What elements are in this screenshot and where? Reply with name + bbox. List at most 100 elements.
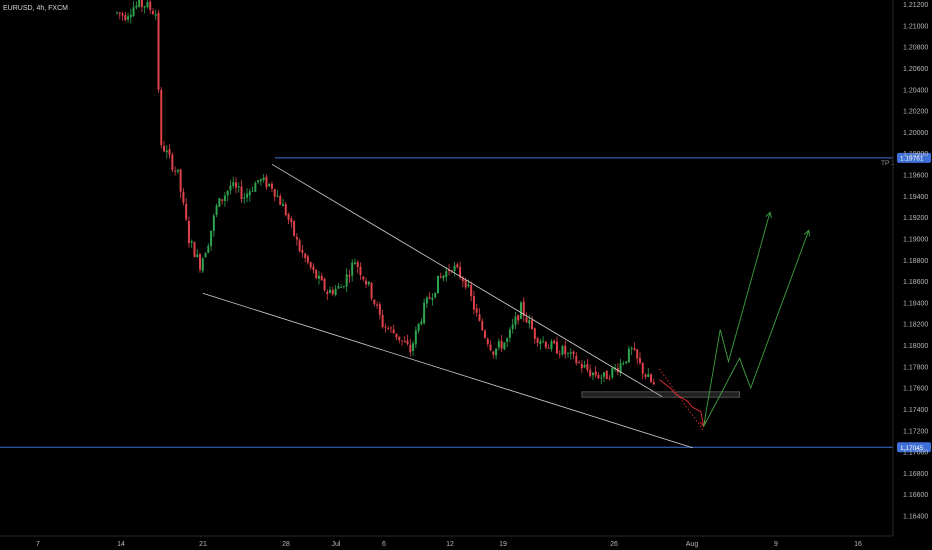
candle [262,173,265,183]
candle [331,286,334,297]
support-zone[interactable] [581,391,740,398]
y-tick-label: 1.19800 [903,151,928,158]
candle [602,372,605,383]
candle [268,183,271,188]
candle [193,241,196,258]
candle [140,0,143,12]
candle [486,337,489,348]
y-tick-label: 1.21000 [903,23,928,30]
candle [589,364,592,378]
candle [417,323,420,334]
channel-upper-trendline[interactable] [271,164,663,397]
candle [196,248,199,258]
channel-lower-trendline[interactable] [202,292,693,449]
x-tick-label: 14 [117,541,125,548]
candle [547,344,550,349]
drawings-layer [202,164,811,449]
y-tick-label: 1.19600 [903,173,928,180]
candle [320,273,323,281]
y-tick-label: 1.20000 [903,130,928,137]
x-tick-label: Aug [686,541,699,548]
y-tick-label: 1.19200 [903,215,928,222]
candle [561,344,564,356]
projection-up-arrowhead-1 [765,211,772,219]
candle [171,152,174,173]
projection-down-path[interactable] [659,379,705,427]
y-tick-label: 1.20200 [903,109,928,116]
candle [223,192,226,207]
candle [229,179,232,195]
candle [517,314,520,325]
candle [569,348,572,360]
candle [151,8,154,15]
candle [246,188,249,203]
y-tick-label: 1.17400 [903,407,928,414]
candle [619,358,622,377]
candle [373,299,376,307]
candle [179,168,182,199]
candle [135,1,138,10]
candle [218,197,221,208]
candle [174,166,177,176]
candle [143,5,146,14]
candle [182,188,185,206]
candle [580,359,583,373]
x-tick-label: 7 [36,541,40,548]
candle [146,0,149,9]
y-tick-label: 1.16400 [903,514,928,521]
y-tick-label: 1.19400 [903,194,928,201]
candle [163,141,166,153]
candle [212,213,215,237]
candle [378,302,381,320]
projection-up-path-2[interactable] [703,230,810,427]
candle [531,315,534,330]
candle [376,301,379,309]
candle [652,378,655,386]
candle [353,258,356,265]
candle [290,216,293,229]
price-axis[interactable]: 1.21200 1.21000 1.20800 1.20600 1.20400 1.202… [903,2,928,521]
candle [511,318,514,334]
y-tick-label: 1.20400 [903,87,928,94]
candle [284,201,287,217]
candle [403,335,406,343]
candle [539,338,542,350]
candle [519,300,522,320]
candle [472,290,475,315]
candle [265,174,268,190]
price-level-value: 1.19761 [900,155,924,162]
y-tick-label: 1.16800 [903,471,928,478]
candle [248,188,251,202]
candle [351,258,354,282]
candle [199,252,202,273]
candle [356,260,359,274]
candle [456,262,459,269]
projection-up-path-1[interactable] [703,212,771,427]
x-tick-label: 6 [382,541,386,548]
price-level-name: TP 1 [881,160,895,167]
candle [384,323,387,333]
y-tick-label: 1.17000 [903,450,928,457]
candle [572,350,575,360]
candle [591,372,594,381]
candle [365,277,368,288]
candle [259,178,262,186]
candle [127,12,130,23]
candle [190,239,193,248]
candle [116,11,118,15]
x-tick-label: 21 [199,541,207,548]
candle [608,375,611,381]
candle [298,238,301,253]
candle [240,180,243,203]
candle [564,340,567,359]
time-axis[interactable]: 7 14 21 28 Jul 6 12 19 26 Aug 9 16 [36,541,862,548]
candle [434,292,437,299]
price-levels-layer: 1.19761 TP 1 1.17045 [0,152,931,453]
candle [514,311,517,330]
x-tick-label: 12 [446,541,454,548]
projection-down-dotted[interactable] [658,368,704,432]
candle [445,266,448,282]
candle [436,275,439,294]
